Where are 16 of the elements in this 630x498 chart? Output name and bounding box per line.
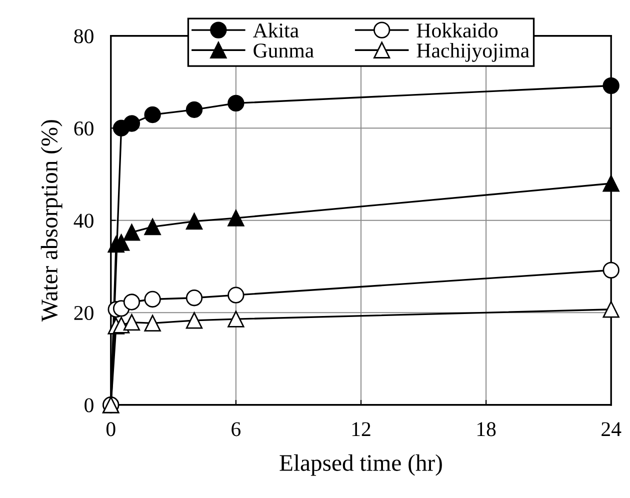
legend-label: Hokkaido: [416, 22, 498, 38]
x-tick-label: 12: [352, 422, 370, 436]
x-axis-title: Elapsed time (hr): [280, 454, 442, 476]
legend-label: Akita: [253, 22, 299, 38]
y-tick-label: 20: [74, 306, 94, 320]
x-tick-label: 0: [106, 422, 116, 436]
legend-label: Hachijyojima: [416, 42, 530, 62]
y-axis-title: Water absorption (%): [40, 120, 62, 322]
y-tick-label: 0: [84, 398, 94, 412]
x-tick-label: 24: [602, 422, 622, 436]
x-tick-label: 18: [477, 422, 496, 436]
y-tick-label: 60: [74, 121, 94, 136]
legend-label: Gunma: [254, 44, 314, 58]
x-tick-label: 6: [232, 422, 241, 436]
y-tick-label: 80: [74, 29, 94, 44]
y-tick-label: 40: [74, 214, 94, 228]
